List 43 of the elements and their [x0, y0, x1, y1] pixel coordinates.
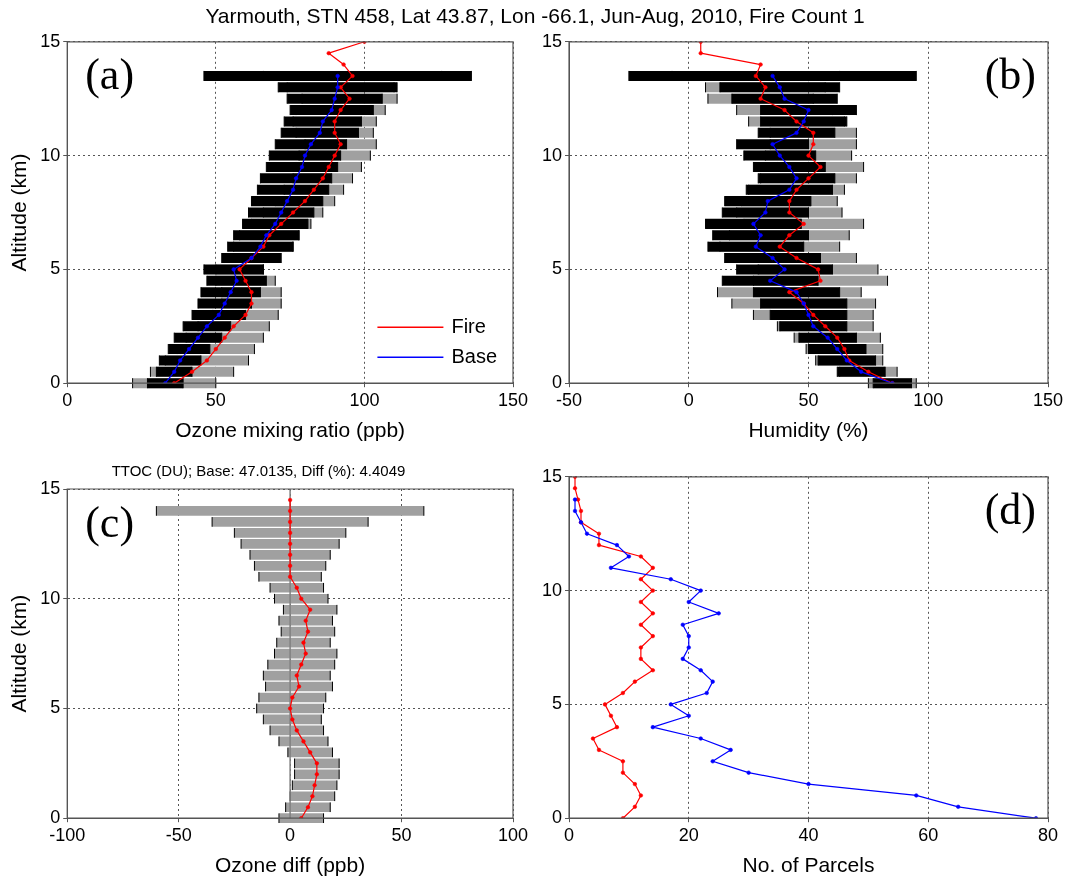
y-tick-label: 5	[50, 258, 61, 279]
y-tick-label: 15	[541, 30, 563, 51]
x-tick-label: 50	[205, 389, 226, 410]
annotation: (b)	[984, 50, 1036, 100]
x-tick-label: 40	[798, 824, 819, 845]
x-tick-label: 80	[1037, 824, 1059, 845]
x-tick-label: 60	[918, 824, 939, 845]
y-tick-label: 15	[40, 30, 61, 51]
annotation: (d)	[984, 485, 1036, 535]
x-tick-label: 150	[1032, 389, 1064, 410]
y-tick-label: 10	[40, 144, 61, 165]
x-axis-title: Ozone mixing ratio (ppb)	[175, 418, 406, 442]
x-tick-label: 50	[391, 824, 412, 845]
y-tick-label: 5	[50, 697, 61, 718]
y-tick-label: 5	[552, 693, 563, 714]
y-axis-title: Altitude (km)	[7, 594, 31, 713]
chart-title: TTOC (DU); Base: 47.0135, Diff (%): 4.4049	[111, 462, 406, 480]
y-tick-label: 10	[541, 579, 563, 600]
legend-label: Base	[451, 344, 498, 367]
x-tick-label: 0	[683, 389, 694, 410]
x-axis-title: Ozone diff (ppb)	[215, 853, 366, 877]
x-tick-label: 100	[349, 389, 380, 410]
x-tick-label: 0	[285, 824, 296, 845]
y-tick-label: 0	[552, 807, 563, 828]
x-tick-label: 20	[678, 824, 699, 845]
x-tick-label: 100	[497, 824, 529, 845]
x-tick-label: 100	[913, 389, 944, 410]
x-axis-title: Humidity (%)	[748, 418, 869, 442]
annotation: (a)	[85, 50, 135, 100]
y-tick-label: 10	[40, 587, 61, 608]
y-axis-title: Altitude (km)	[7, 153, 31, 272]
chart-title: Yarmouth, STN 458, Lat 43.87, Lon -66.1, Jun-Aug, 2010, Fire Count 1	[204, 4, 866, 28]
y-tick-label: 5	[552, 258, 563, 279]
x-tick-label: -50	[165, 824, 192, 845]
y-tick-label: 0	[50, 372, 61, 393]
y-tick-label: 10	[541, 144, 563, 165]
x-tick-label: 150	[497, 389, 529, 410]
legend-label: Fire	[451, 314, 486, 337]
annotation: (c)	[85, 497, 135, 547]
x-axis-title: No. of Parcels	[742, 853, 875, 877]
x-tick-label: 50	[798, 389, 819, 410]
y-tick-label: 15	[541, 465, 563, 486]
y-tick-label: 15	[40, 477, 61, 498]
